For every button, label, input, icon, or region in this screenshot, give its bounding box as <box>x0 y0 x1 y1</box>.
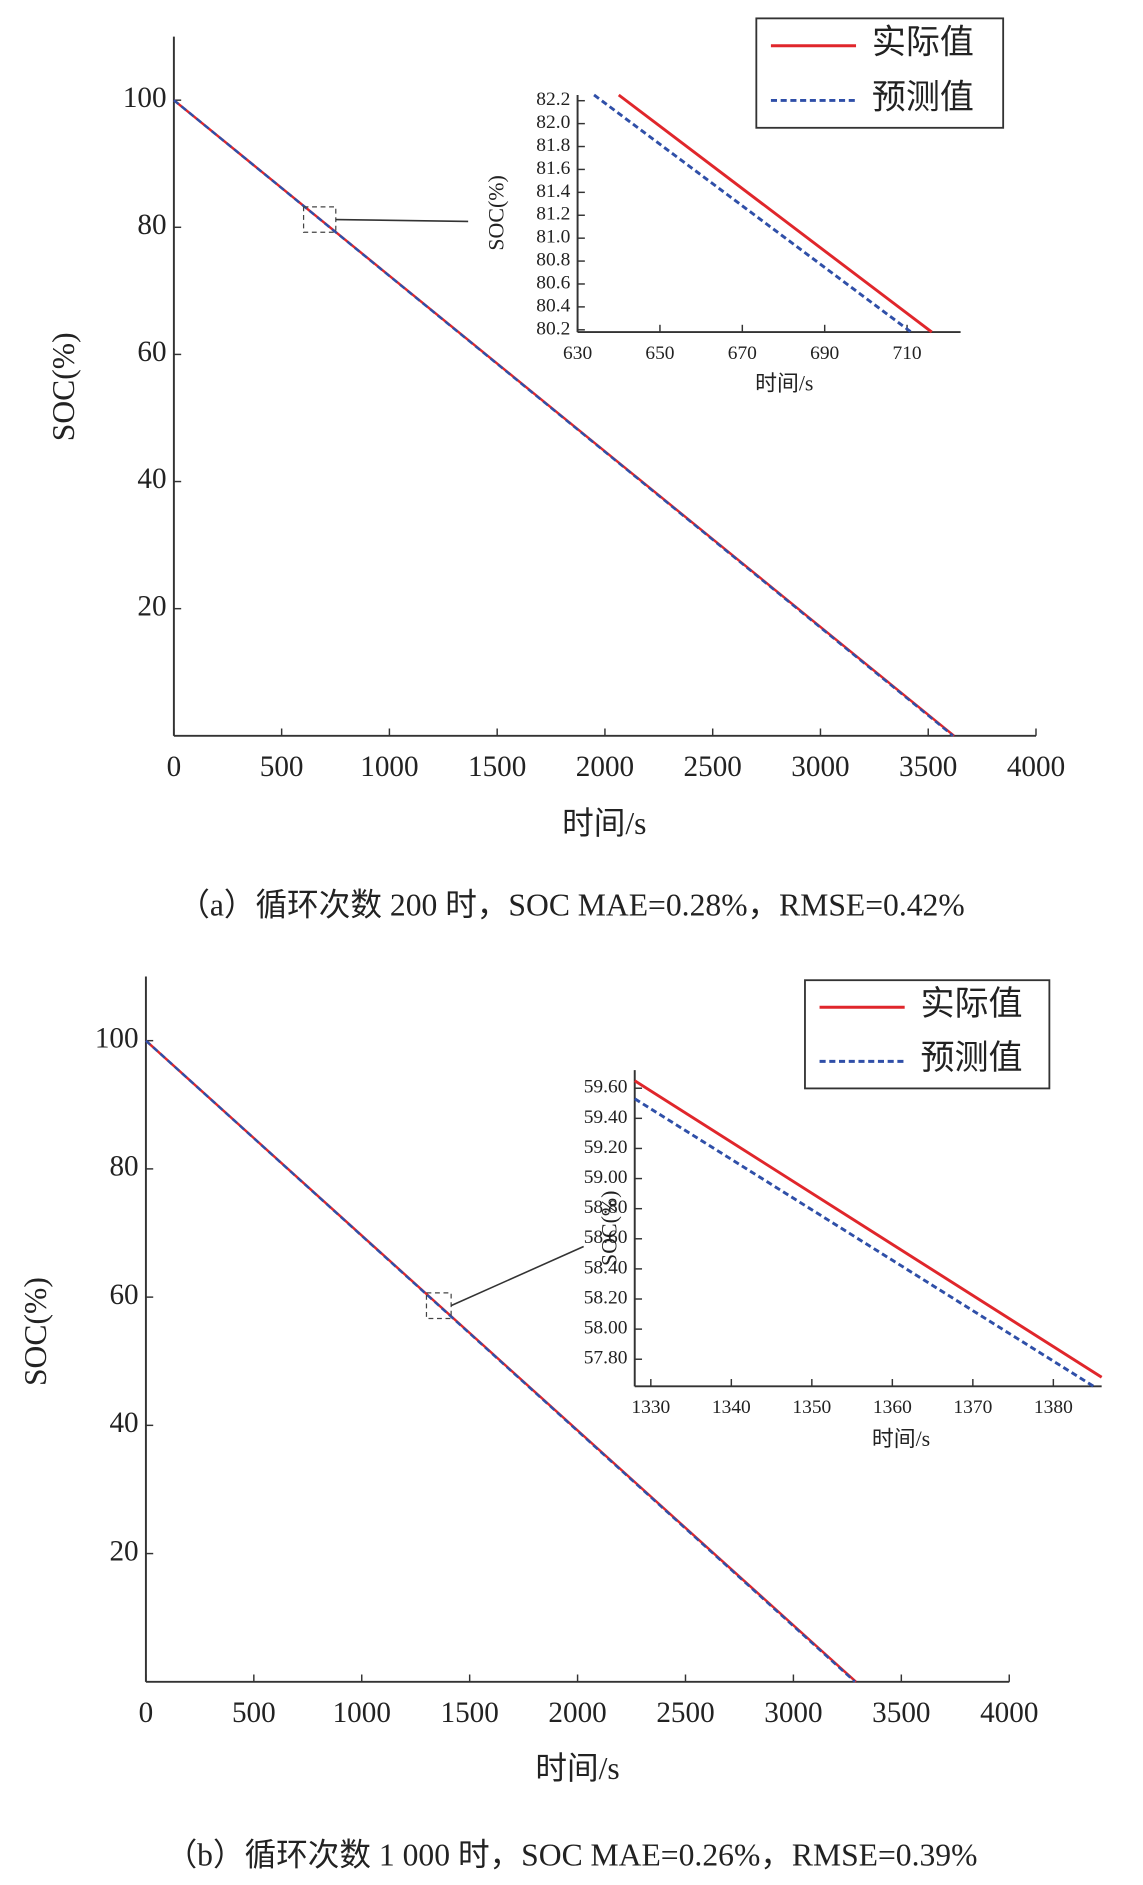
y-axis-label: SOC(%) <box>598 1191 622 1266</box>
y-axis-label: SOC(%) <box>485 175 509 250</box>
x-tick-label: 650 <box>645 343 674 364</box>
y-tick-label: 80 <box>109 1151 138 1183</box>
y-tick-label: 20 <box>109 1535 138 1567</box>
x-tick-label: 1370 <box>953 1397 992 1418</box>
y-tick-label: 80.2 <box>536 318 570 339</box>
y-tick-label: 81.6 <box>536 158 570 179</box>
y-tick-label: 80 <box>137 209 166 241</box>
x-tick-label: 1340 <box>712 1397 751 1418</box>
y-axis-label: SOC(%) <box>18 1277 53 1386</box>
y-tick-label: 20 <box>137 590 166 622</box>
y-tick-label: 100 <box>95 1022 139 1054</box>
x-tick-label: 3000 <box>764 1697 822 1729</box>
y-tick-label: 80.4 <box>536 295 570 316</box>
x-tick-label: 2000 <box>548 1697 606 1729</box>
data-line <box>633 1079 1103 1379</box>
x-tick-label: 1360 <box>873 1397 912 1418</box>
y-tick-label: 60 <box>137 336 166 368</box>
x-tick-label: 4000 <box>1007 751 1065 783</box>
x-tick-label: 3500 <box>872 1697 930 1729</box>
x-tick-label: 670 <box>728 343 757 364</box>
y-tick-label: 57.80 <box>584 1348 628 1369</box>
y-tick-label: 58.40 <box>584 1257 628 1278</box>
y-tick-label: 60 <box>109 1279 138 1311</box>
y-tick-label: 59.00 <box>584 1167 628 1188</box>
caption: （a）循环次数 200 时，SOC MAE=0.28%，RMSE=0.42% <box>178 888 964 923</box>
x-axis-label: 时间/s <box>872 1427 930 1451</box>
y-tick-label: 58.00 <box>584 1318 628 1339</box>
x-tick-label: 500 <box>260 751 304 783</box>
x-tick-label: 3000 <box>791 751 849 783</box>
legend-label: 预测值 <box>872 78 974 116</box>
x-tick-label: 1000 <box>333 1697 391 1729</box>
y-tick-label: 81.2 <box>536 204 570 225</box>
legend-label: 实际值 <box>920 985 1022 1023</box>
x-tick-label: 2500 <box>684 751 742 783</box>
data-line <box>617 93 933 334</box>
legend-box <box>755 17 1005 129</box>
x-tick-label: 1500 <box>440 1697 498 1729</box>
x-tick-label: 1330 <box>631 1397 670 1418</box>
data-line <box>145 1039 856 1683</box>
zoom-connector <box>450 1245 584 1307</box>
y-tick-label: 59.20 <box>584 1137 628 1158</box>
x-axis-label: 时间/s <box>755 372 813 396</box>
legend-label: 实际值 <box>872 24 974 62</box>
x-tick-label: 2000 <box>576 751 634 783</box>
y-tick-label: 81.0 <box>536 227 570 248</box>
y-tick-label: 100 <box>123 82 167 114</box>
legend-box <box>804 979 1051 1090</box>
y-tick-label: 82.2 <box>536 89 570 110</box>
data-line <box>633 1097 1095 1388</box>
x-tick-label: 2500 <box>656 1697 714 1729</box>
x-tick-label: 630 <box>563 343 592 364</box>
x-tick-label: 690 <box>810 343 839 364</box>
x-tick-label: 500 <box>232 1697 276 1729</box>
caption: （b）循环次数 1 000 时，SOC MAE=0.26%，RMSE=0.39% <box>166 1837 978 1872</box>
data-line <box>593 93 913 334</box>
x-tick-label: 0 <box>139 1697 154 1729</box>
y-tick-label: 58.60 <box>584 1227 628 1248</box>
zoom-box <box>302 206 337 233</box>
legend-label: 预测值 <box>920 1039 1022 1077</box>
y-tick-label: 59.60 <box>584 1077 628 1098</box>
x-tick-label: 0 <box>167 751 182 783</box>
y-tick-label: 81.8 <box>536 135 570 156</box>
x-tick-label: 1380 <box>1034 1397 1073 1418</box>
y-tick-label: 82.0 <box>536 112 570 133</box>
x-tick-label: 3500 <box>899 751 957 783</box>
y-tick-label: 40 <box>137 463 166 495</box>
x-tick-label: 710 <box>892 343 921 364</box>
x-axis-label: 时间/s <box>562 806 646 841</box>
y-tick-label: 59.40 <box>584 1107 628 1128</box>
y-tick-label: 58.80 <box>584 1197 628 1218</box>
y-tick-label: 81.4 <box>536 181 570 202</box>
y-tick-label: 40 <box>109 1407 138 1439</box>
x-axis-label: 时间/s <box>535 1751 619 1786</box>
y-axis-label: SOC(%) <box>46 332 81 441</box>
x-tick-label: 1500 <box>468 751 526 783</box>
data-line <box>173 99 954 737</box>
y-tick-label: 58.20 <box>584 1287 628 1308</box>
x-tick-label: 1000 <box>360 751 418 783</box>
y-tick-label: 80.8 <box>536 250 570 271</box>
x-tick-label: 1350 <box>792 1397 831 1418</box>
x-tick-label: 4000 <box>980 1697 1038 1729</box>
zoom-connector <box>335 218 469 223</box>
y-tick-label: 80.6 <box>536 272 570 293</box>
